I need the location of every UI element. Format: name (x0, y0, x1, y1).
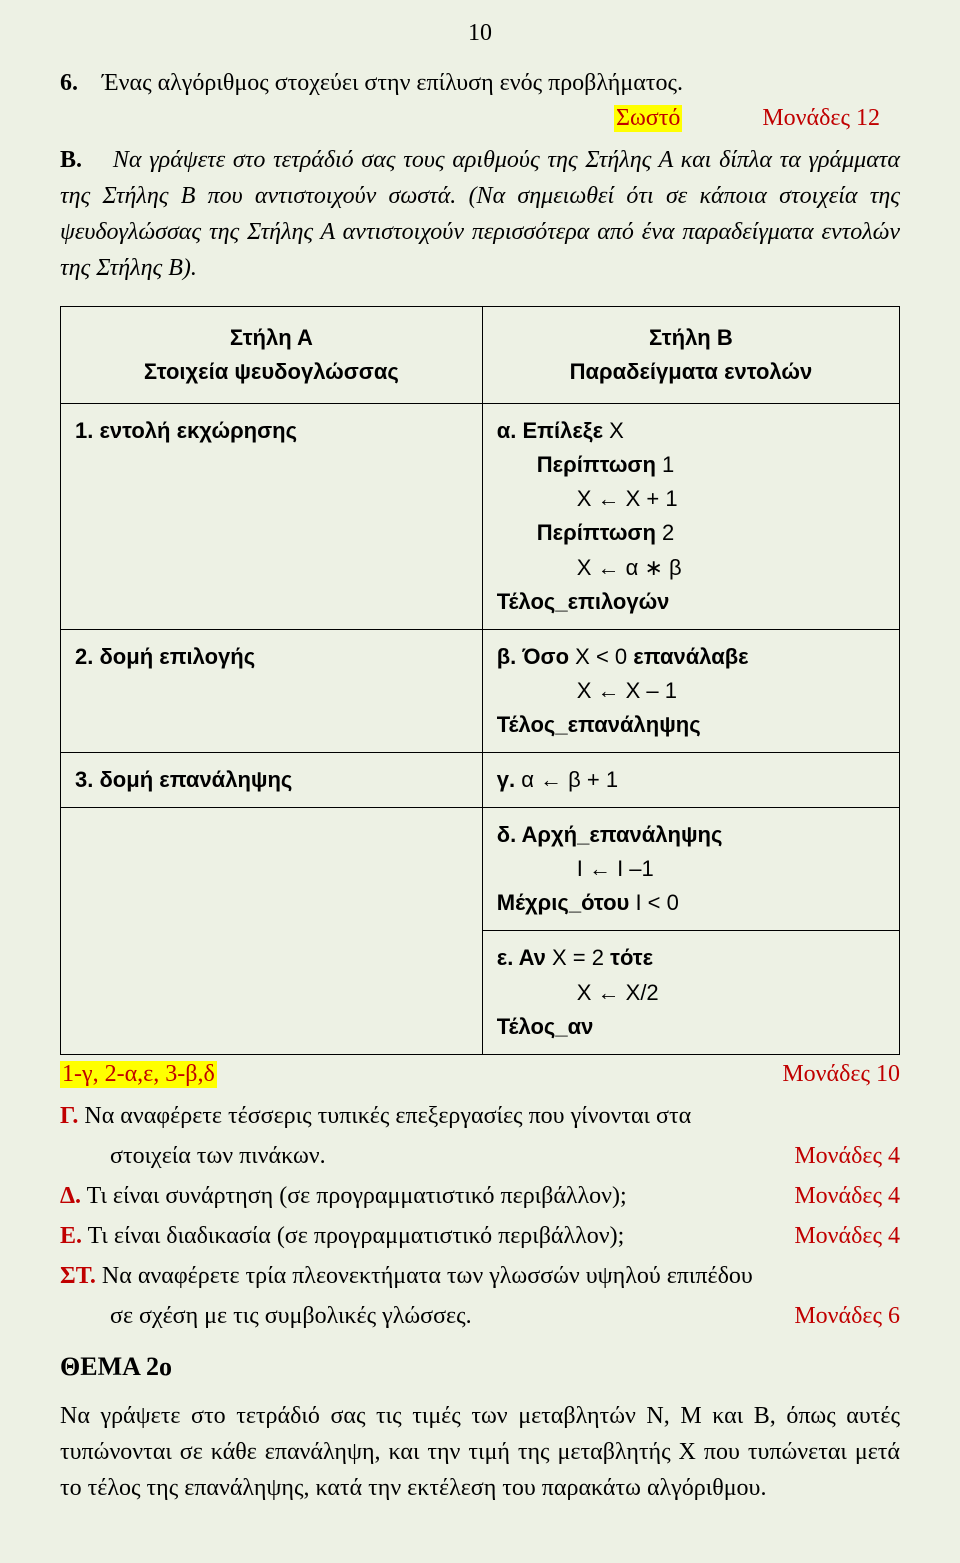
hA2: Στοιχεία ψευδογλώσσας (144, 359, 399, 384)
r1f: Τέλος_επιλογών (497, 589, 670, 614)
r2a-e: επανάλαβε (633, 644, 748, 669)
qST-text-rest: σε σχέση με τις συμβολικές γλώσσες. (110, 1298, 472, 1334)
qE-marker: Ε. (60, 1223, 82, 1249)
r1d-wrap: Περίπτωση 2 (497, 516, 885, 550)
qST-marker: ΣΤ. (60, 1263, 96, 1289)
cell-empty (61, 808, 483, 1055)
question-D: Δ. Τι είναι συνάρτηση (σε προγραμματιστι… (60, 1178, 900, 1214)
page-number: 10 (60, 20, 900, 47)
r4b: Ι ← Ι –1 (497, 852, 885, 886)
hB2: Παραδείγματα εντολών (570, 359, 813, 384)
r2-left: 2. δομή επιλογής (75, 644, 255, 669)
qST-pts: Μονάδες 6 (794, 1298, 900, 1334)
qD-wrap: Δ. Τι είναι συνάρτηση (σε προγραμματιστι… (60, 1178, 627, 1214)
table-header-row: Στήλη Α Στοιχεία ψευδογλώσσας Στήλη Β Πα… (61, 307, 900, 404)
qST-text-part: Να αναφέρετε τρία πλεονεκτήματα των γλωσ… (102, 1263, 753, 1289)
cell-3-right: γ. α ← β + 1 (482, 753, 899, 808)
question-ST-line2: σε σχέση με τις συμβολικές γλώσσες. Μονά… (60, 1298, 900, 1334)
answer-b: 1-γ, 2-α,ε, 3-β,δ (60, 1061, 217, 1088)
q6-points: Μονάδες 12 (762, 105, 880, 132)
r2a: β. Όσο (497, 644, 569, 669)
r3a-c: α ← β + 1 (515, 767, 618, 792)
table-row: δ. Αρχή_επανάληψης Ι ← Ι –1 Μέχρις_ότου … (61, 808, 900, 931)
cell-4-right: δ. Αρχή_επανάληψης Ι ← Ι –1 Μέχρις_ότου … (482, 808, 899, 931)
table-row: 1. εντολή εκχώρησης α. Επίλεξε Χ Περίπτω… (61, 404, 900, 630)
r1a: α. Επίλεξε (497, 418, 603, 443)
r1c: Χ ← Χ + 1 (497, 482, 885, 516)
qD-pts: Μονάδες 4 (794, 1178, 900, 1214)
cell-2-left: 2. δομή επιλογής (61, 629, 483, 752)
r1d-2: 2 (656, 520, 674, 545)
r2c: Τέλος_επανάληψης (497, 712, 701, 737)
cell-3-left: 3. δομή επανάληψης (61, 753, 483, 808)
r1d: Περίπτωση (537, 520, 656, 545)
cell-5-right: ε. Αν Χ = 2 τότε Χ ← Χ/2 Τέλος_αν (482, 931, 899, 1054)
qD-marker: Δ. (60, 1183, 81, 1209)
r1a-x: Χ (603, 418, 624, 443)
cell-2-right: β. Όσο Χ < 0 επανάλαβε Χ ← Χ – 1 Τέλος_ε… (482, 629, 899, 752)
q6-answer-line: Σωστό Μονάδες 12 (60, 105, 900, 132)
question-ST: ΣΤ. Να αναφέρετε τρία πλεονεκτήματα των … (60, 1258, 900, 1294)
hA1: Στήλη Α (230, 325, 313, 350)
thema-2-text: Να γράψετε στο τετράδιό σας τις τιμές τω… (60, 1398, 900, 1506)
qG-marker: Γ. (60, 1103, 78, 1129)
r1-left: 1. εντολή εκχώρησης (75, 418, 297, 443)
q6-marker: 6. (60, 70, 78, 96)
qB-marker: Β. (60, 147, 82, 173)
qG-text-rest: στοιχεία των πινάκων. (110, 1138, 326, 1174)
r2b: Χ ← Χ – 1 (497, 674, 885, 708)
r5a-e: τότε (610, 945, 653, 970)
r3-left: 3. δομή επανάληψης (75, 767, 292, 792)
r1b-wrap: Περίπτωση 1 (497, 448, 885, 482)
qD-text: Τι είναι συνάρτηση (σε προγραμματιστικό … (87, 1183, 627, 1209)
q6-answer: Σωστό (614, 105, 682, 132)
question-G-line2: στοιχεία των πινάκων. Μονάδες 4 (60, 1138, 900, 1174)
question-G: Γ. Να αναφέρετε τέσσερις τυπικές επεξεργ… (60, 1098, 900, 1134)
qE-pts: Μονάδες 4 (794, 1218, 900, 1254)
cell-1-left: 1. εντολή εκχώρησης (61, 404, 483, 630)
r5a-c: Χ = 2 (546, 945, 610, 970)
answer-b-line: 1-γ, 2-α,ε, 3-β,δ Μονάδες 10 (60, 1061, 900, 1088)
r5a: ε. Αν (497, 945, 546, 970)
q6-text: Ένας αλγόριθμος στοχεύει στην επίλυση εν… (102, 70, 683, 96)
question-6: 6. Ένας αλγόριθμος στοχεύει στην επίλυση… (60, 65, 900, 101)
question-B: Β. Να γράψετε στο τετράδιό σας τους αριθ… (60, 142, 900, 286)
r1b: Περίπτωση (537, 452, 656, 477)
r1b-1: 1 (656, 452, 674, 477)
matching-table: Στήλη Α Στοιχεία ψευδογλώσσας Στήλη Β Πα… (60, 306, 900, 1055)
r4a: δ. Αρχή_επανάληψης (497, 822, 723, 847)
r1e: Χ ← α ∗ β (497, 551, 885, 585)
r2a-c: Χ < 0 (569, 644, 633, 669)
hB1: Στήλη Β (649, 325, 733, 350)
table-row: 3. δομή επανάληψης γ. α ← β + 1 (61, 753, 900, 808)
qG-text-part: Να αναφέρετε τέσσερις τυπικές επεξεργασί… (84, 1103, 691, 1129)
qE-text: Τι είναι διαδικασία (σε προγραμματιστικό… (88, 1223, 625, 1249)
r5b: Χ ← Χ/2 (497, 976, 885, 1010)
table-row: 2. δομή επιλογής β. Όσο Χ < 0 επανάλαβε … (61, 629, 900, 752)
thema-2-heading: ΘΕΜΑ 2ο (60, 1352, 900, 1382)
r4c-c: Ι < 0 (629, 890, 679, 915)
question-E: Ε. Τι είναι διαδικασία (σε προγραμματιστ… (60, 1218, 900, 1254)
answer-b-pts: Μονάδες 10 (782, 1061, 900, 1088)
header-col-b: Στήλη Β Παραδείγματα εντολών (482, 307, 899, 404)
r5c: Τέλος_αν (497, 1014, 594, 1039)
qG-pts: Μονάδες 4 (794, 1138, 900, 1174)
header-col-a: Στήλη Α Στοιχεία ψευδογλώσσας (61, 307, 483, 404)
cell-1-right: α. Επίλεξε Χ Περίπτωση 1 Χ ← Χ + 1 Περίπ… (482, 404, 899, 630)
r3a: γ. (497, 767, 515, 792)
qE-wrap: Ε. Τι είναι διαδικασία (σε προγραμματιστ… (60, 1218, 624, 1254)
r4c: Μέχρις_ότου (497, 890, 630, 915)
